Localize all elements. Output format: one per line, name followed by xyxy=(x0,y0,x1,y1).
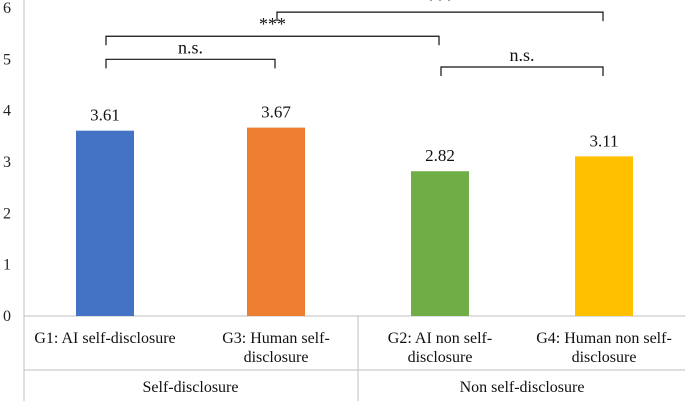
x-tick-label-line: G3: Human self- xyxy=(222,330,330,347)
significance-label: *** xyxy=(427,0,454,10)
data-label: 2.82 xyxy=(425,146,455,165)
x-tick-label-line: G1: AI self-disclosure xyxy=(34,330,175,347)
significance-bracket xyxy=(105,58,276,69)
data-labels: 3.61 3.67 2.82 3.11 xyxy=(90,103,618,166)
group-label: Self-disclosure xyxy=(143,379,239,396)
x-tick-label: G3: Human self-disclosure xyxy=(222,330,330,366)
y-tick-label: 5 xyxy=(3,51,11,68)
significance-bracket xyxy=(276,11,604,22)
category-labels: G1: AI self-disclosure G3: Human self-dis… xyxy=(34,330,671,366)
bar xyxy=(575,156,633,316)
x-tick-label-line: disclosure xyxy=(572,349,637,366)
significance-bracket xyxy=(105,35,440,46)
x-tick-label: G1: AI self-disclosure xyxy=(34,330,175,347)
x-tick-label: G2: AI non self-disclosure xyxy=(388,330,492,366)
y-tick-label: 3 xyxy=(3,154,11,171)
x-tick-label: G4: Human non self-disclosure xyxy=(536,330,672,366)
group-label: Non self-disclosure xyxy=(460,379,585,396)
y-axis-ticks: 0 1 2 3 4 5 6 xyxy=(3,0,11,325)
data-label: 3.11 xyxy=(589,131,618,150)
y-tick-label: 6 xyxy=(3,0,11,17)
data-label: 3.67 xyxy=(261,103,291,122)
group-labels: Self-disclosure Non self-disclosure xyxy=(143,379,585,396)
bars xyxy=(76,127,633,317)
x-tick-label-line: G4: Human non self- xyxy=(536,330,672,347)
significance-label: n.s. xyxy=(509,45,534,65)
x-tick-label-line: disclosure xyxy=(408,349,473,366)
bar xyxy=(247,127,305,317)
x-tick-label-line: G2: AI non self- xyxy=(388,330,492,347)
significance-label: *** xyxy=(259,14,286,34)
y-tick-label: 2 xyxy=(3,205,11,222)
data-label: 3.61 xyxy=(90,106,120,125)
x-tick-label-line: disclosure xyxy=(244,349,309,366)
bar xyxy=(76,130,134,316)
significance-bracket xyxy=(440,66,604,77)
significance-brackets: n.s. n.s. *** *** xyxy=(105,0,604,77)
significance-label: n.s. xyxy=(178,37,203,57)
axes xyxy=(23,0,685,401)
y-tick-label: 1 xyxy=(3,257,11,274)
y-tick-label: 0 xyxy=(3,308,11,325)
bar xyxy=(411,171,469,316)
y-tick-label: 4 xyxy=(3,103,11,120)
